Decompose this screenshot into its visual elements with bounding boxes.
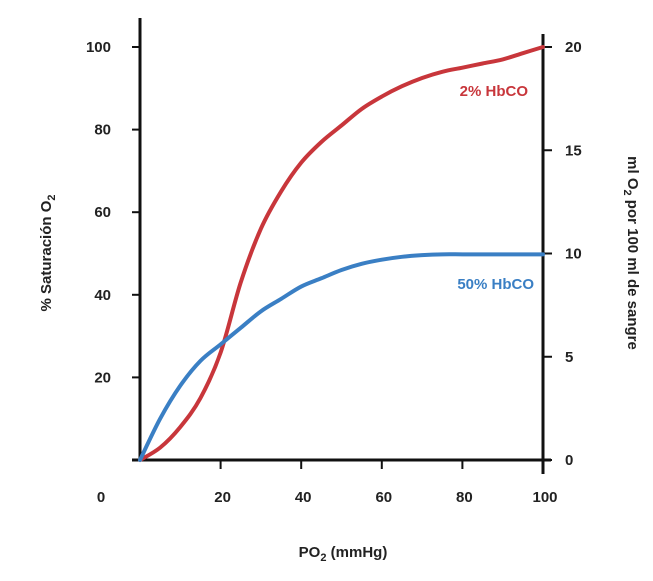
x-tick-label: 60 <box>375 489 392 506</box>
series-label-1: 2% HbCO <box>460 83 529 100</box>
y-tick-label: 80 <box>94 122 111 139</box>
y2-tick-label: 0 <box>565 452 573 469</box>
x-tick-label: 40 <box>295 489 312 506</box>
x-tick-label: 80 <box>456 489 473 506</box>
y-tick-label: 60 <box>94 204 111 221</box>
y2-tick-label: 15 <box>565 142 582 159</box>
series-line-2 <box>138 252 545 462</box>
y-axis-title: % Saturación O2 <box>38 195 58 312</box>
x-tick-label: 20 <box>214 489 231 506</box>
y2-tick-label: 10 <box>565 246 582 263</box>
x-axis-title: PO2 (mmHg) <box>299 544 388 564</box>
y2-tick-label: 5 <box>565 349 573 366</box>
x-zero-label: 0 <box>97 489 105 506</box>
y-tick-label: 100 <box>86 39 111 56</box>
series-label-2: 50% HbCO <box>457 276 534 293</box>
series-line-1 <box>138 45 545 462</box>
y2-tick-label: 20 <box>565 39 582 56</box>
x-tick-label: 100 <box>532 489 557 506</box>
y2-axis-title: ml O2 por 100 ml de sangre <box>621 156 641 350</box>
y-tick-label: 20 <box>94 369 111 386</box>
y-tick-label: 40 <box>94 287 111 304</box>
